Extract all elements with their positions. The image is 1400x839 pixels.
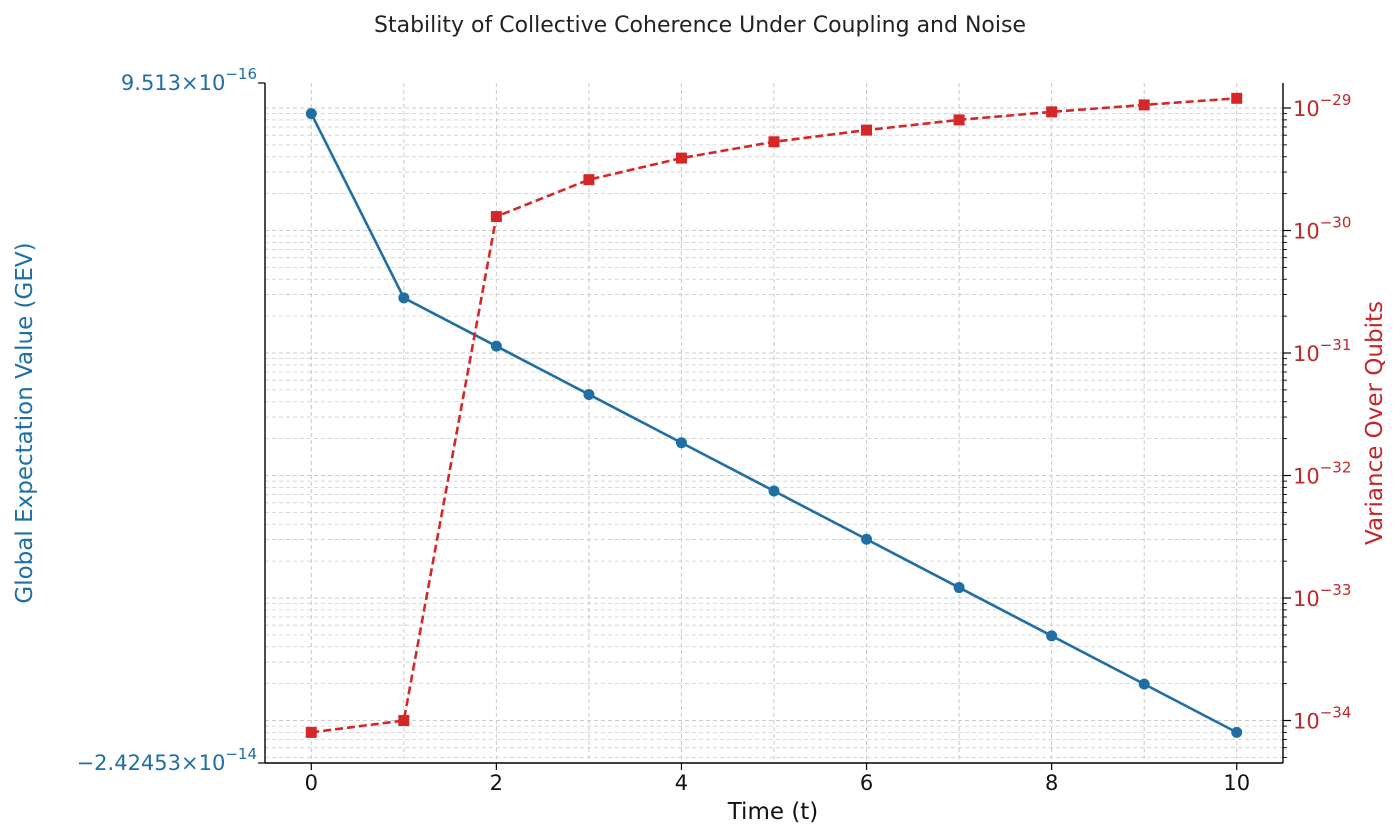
x-tick-label: 8 (1045, 771, 1058, 795)
series-2-point (583, 174, 595, 186)
series-2-point (953, 114, 965, 126)
series-2-point (1046, 106, 1058, 118)
y-right-tick-label: 10−31 (1293, 336, 1351, 366)
series-1-point (861, 533, 873, 545)
y-left-tick-label: −2.42453×10−14 (77, 745, 257, 775)
series-2-point (305, 726, 317, 738)
series-layer (305, 92, 1243, 738)
y-left-tick-label: 9.513×10−16 (121, 65, 257, 95)
series-1-point (1046, 630, 1058, 642)
x-tick-label: 2 (490, 771, 503, 795)
series-2-point (490, 211, 502, 223)
series-1-point (1138, 678, 1150, 690)
labels-layer: 0 2 4 6 8 10 9.513×10−16 −2.42453×10−14 10−34 10−… (77, 65, 1352, 795)
series-2-point (398, 715, 410, 727)
series-1-point (305, 108, 317, 120)
y-right-tick-label: 10−34 (1293, 704, 1351, 734)
chart-title: Stability of Collective Coherence Under … (374, 13, 1026, 38)
series-1-point (398, 292, 410, 304)
series-1-point (675, 437, 687, 449)
series-2-point (1231, 92, 1243, 104)
x-tick-label: 6 (860, 771, 873, 795)
y-right-tick-label: 10−32 (1293, 459, 1351, 489)
y-right-tick-label: 10−30 (1293, 214, 1351, 244)
x-tick-label: 4 (675, 771, 688, 795)
series-1-point (953, 582, 965, 594)
series-2-point (768, 136, 780, 148)
y-left-axis-label: Global Expectation Value (GEV) (12, 242, 38, 603)
axes (258, 82, 1291, 770)
y-right-axis-label: Variance Over Qubits (1362, 301, 1388, 545)
series-1-point (1231, 726, 1243, 738)
series-2-point (861, 124, 873, 136)
x-tick-label: 0 (305, 771, 318, 795)
x-tick-label: 10 (1223, 771, 1250, 795)
series-1-point (768, 485, 780, 497)
series-1-point (583, 388, 595, 400)
series-1-point (490, 340, 502, 352)
series-2-point (675, 152, 687, 164)
x-axis-label: Time (t) (727, 799, 819, 825)
grid (265, 83, 1283, 763)
y-right-tick-label: 10−33 (1293, 581, 1351, 611)
y-right-tick-label: 10−29 (1293, 91, 1351, 121)
series-2-point (1138, 99, 1150, 111)
